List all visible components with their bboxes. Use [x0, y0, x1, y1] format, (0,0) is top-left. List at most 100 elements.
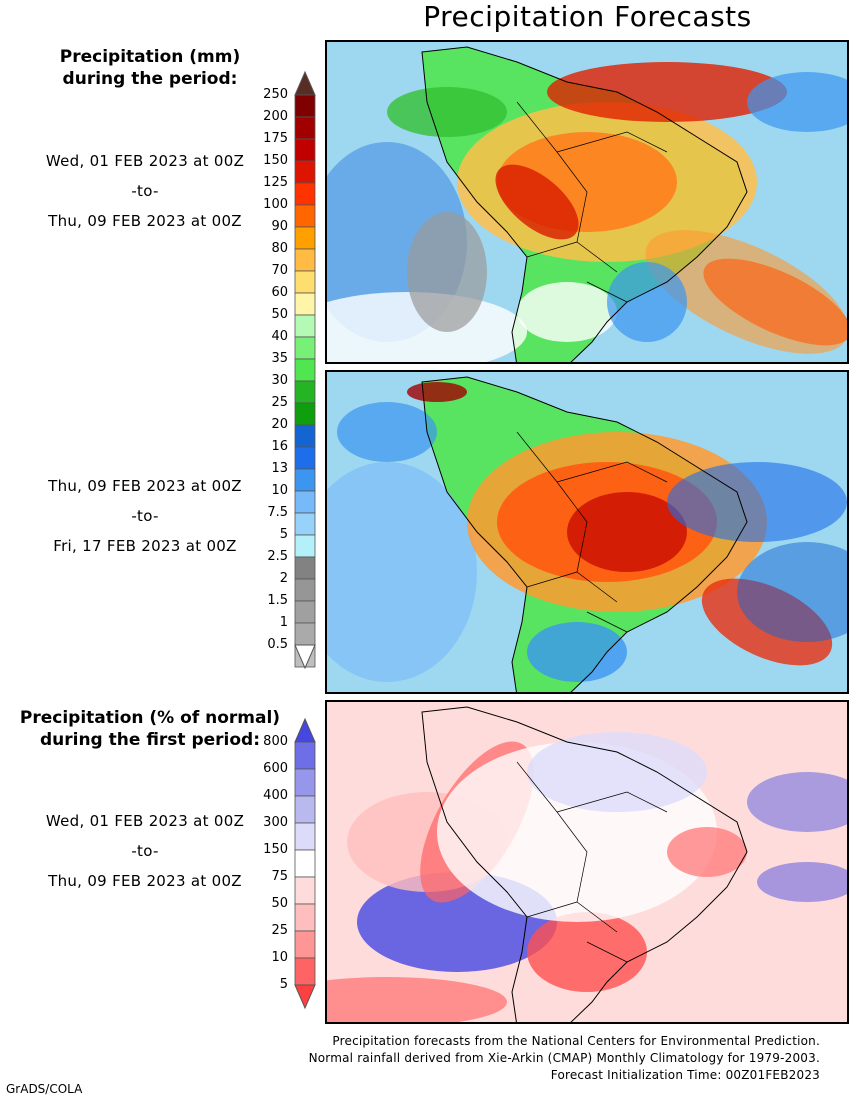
colorbar-swatch — [294, 768, 316, 797]
colorbar-swatch — [294, 248, 316, 272]
colorbar-swatch — [294, 957, 316, 986]
country-borders — [516, 431, 668, 633]
precip-field — [327, 977, 507, 1022]
precip-field — [527, 912, 647, 992]
colorbar-label: 250 — [263, 87, 288, 102]
precip-field — [495, 164, 579, 240]
colorbar-label: 13 — [271, 461, 288, 476]
precip-field — [567, 492, 687, 572]
map-percent-normal — [325, 700, 849, 1024]
precip-field — [407, 212, 487, 332]
precip-field — [757, 862, 847, 902]
colorbar-label: 100 — [263, 197, 288, 212]
precip-field — [667, 462, 847, 542]
colorbar-swatch — [294, 358, 316, 382]
precip-field — [747, 772, 847, 832]
colorbar-label: 60 — [271, 285, 288, 300]
grads-credit: GrADS/COLA — [6, 1082, 83, 1096]
colorbar-swatch — [294, 556, 316, 580]
colorbar-label: 150 — [263, 153, 288, 168]
colorbar-label: 25 — [271, 395, 288, 410]
colorbar-label: 40 — [271, 329, 288, 344]
colorbar-label: 90 — [271, 219, 288, 234]
colorbar-swatch — [294, 930, 316, 959]
colorbar-swatch — [294, 204, 316, 228]
precip-field — [747, 72, 847, 132]
period3-end: Thu, 09 FEB 2023 at 00Z — [48, 872, 242, 890]
period2-sep: -to- — [131, 507, 159, 525]
colorbar-swatch — [294, 336, 316, 360]
legend-mm-header-line2: during the period: — [62, 69, 238, 89]
precip-field — [337, 402, 437, 462]
colorbar-label: 0.5 — [267, 637, 288, 652]
page-title: Precipitation Forecasts — [423, 0, 752, 33]
colorbar-swatch — [294, 424, 316, 448]
colorbar-label: 70 — [271, 263, 288, 278]
colorbar-label: 2 — [279, 571, 288, 586]
precip-field — [667, 827, 747, 877]
colorbar-swatch — [294, 490, 316, 514]
colorbar-label: 1.5 — [267, 593, 288, 608]
colorbar-swatch — [294, 578, 316, 602]
period1-sep: -to- — [131, 182, 159, 200]
colorbar-swatch — [294, 903, 316, 932]
colorbar-label: 16 — [271, 439, 288, 454]
precip-field — [387, 87, 507, 137]
colorbar-swatch — [294, 600, 316, 624]
colorbar-label: 150 — [263, 842, 288, 857]
precip-field — [607, 262, 687, 342]
legend-pct-header-line2: during the first period: — [39, 730, 261, 750]
colorbar-swatch — [294, 270, 316, 294]
precip-field — [737, 542, 847, 642]
colorbar-label: 50 — [271, 896, 288, 911]
precip-field — [645, 230, 847, 354]
colorbar-label: 2.5 — [267, 549, 288, 564]
colorbar-label: 50 — [271, 307, 288, 322]
colorbar-label: 1 — [279, 615, 288, 630]
colorbar-label: 400 — [263, 788, 288, 803]
colorbar-bottom-arrow — [294, 644, 316, 670]
period3-sep: -to- — [131, 842, 159, 860]
map-period2-precip — [325, 370, 849, 694]
legend-mm-header: Precipitation (mm) during the period: — [0, 46, 300, 90]
colorbar-label: 80 — [271, 241, 288, 256]
precip-field — [527, 732, 707, 812]
colorbar-bottom-arrow — [294, 984, 316, 1010]
colorbar-swatch — [294, 512, 316, 536]
colorbar-swatch — [294, 116, 316, 140]
precip-field — [547, 62, 787, 122]
coastline — [421, 706, 748, 1022]
colorbar-label: 300 — [263, 815, 288, 830]
precip-field — [327, 462, 477, 682]
colorbar-label: 600 — [263, 761, 288, 776]
colorbar-label: 7.5 — [267, 505, 288, 520]
period2-start: Thu, 09 FEB 2023 at 00Z — [48, 477, 242, 495]
country-borders — [516, 101, 668, 303]
colorbar-label: 200 — [263, 109, 288, 124]
precip-field — [517, 282, 617, 342]
colorbar-swatch — [294, 182, 316, 206]
precip-field — [407, 382, 467, 402]
legend-pct-header: Precipitation (% of normal) during the f… — [0, 707, 300, 751]
colorbar-top-arrow — [294, 718, 316, 743]
colorbar-label: 800 — [263, 734, 288, 749]
period1-end: Thu, 09 FEB 2023 at 00Z — [48, 212, 242, 230]
colorbar-top-arrow — [294, 71, 316, 96]
colorbar-label: 125 — [263, 175, 288, 190]
colorbar-label: 20 — [271, 417, 288, 432]
colorbar-swatch — [294, 138, 316, 162]
colorbar-label: 10 — [271, 483, 288, 498]
colorbar-swatch — [294, 402, 316, 426]
period2-end: Fri, 17 FEB 2023 at 00Z — [53, 537, 237, 555]
legend-mm-header-line1: Precipitation (mm) — [59, 47, 241, 67]
colorbar-swatch — [294, 534, 316, 558]
footer-line3: Forecast Initialization Time: 00Z01FEB20… — [550, 1068, 820, 1082]
footer-line1: Precipitation forecasts from the Nationa… — [332, 1034, 820, 1048]
colorbar-label: 25 — [271, 923, 288, 938]
legend-pct-header-line1: Precipitation (% of normal) — [19, 708, 281, 728]
precip-field — [527, 622, 627, 682]
period1-start: Wed, 01 FEB 2023 at 00Z — [45, 152, 245, 170]
colorbar-swatch — [294, 795, 316, 824]
map-period1-precip — [325, 40, 849, 364]
country-borders — [516, 761, 668, 963]
